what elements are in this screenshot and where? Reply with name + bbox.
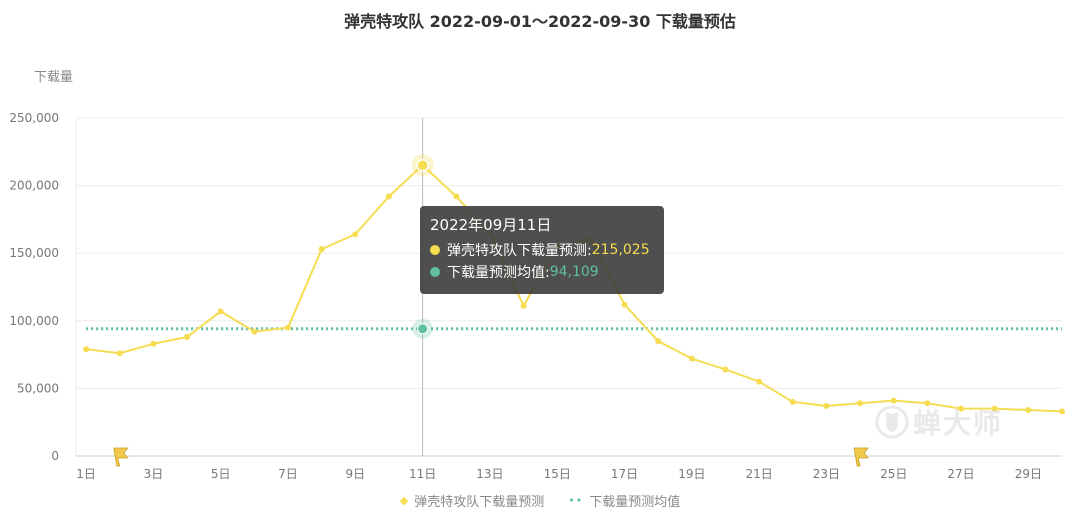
mean-highlight-point [417,323,429,335]
tooltip-mean-value: 94,109 [549,264,599,280]
x-tick-label: 29日 [1015,467,1042,481]
forecast-point [688,355,695,362]
watermark: 蝉大师 [875,402,1003,442]
tooltip-forecast-dot-icon [430,245,440,255]
x-tick-label: 9日 [345,467,365,481]
flag-shape [853,447,869,467]
chart-tooltip: 2022年09月11日 弹壳特攻队下载量预测: 215,025 下载量预测均值:… [420,206,664,294]
x-tick-label: 15日 [544,467,571,481]
x-tick-label: 11日 [409,467,436,481]
tooltip-mean-label: 下载量预测均值: [447,265,550,281]
forecast-point [285,324,292,331]
y-tick-label: 150,000 [9,246,59,260]
forecast-point [116,350,123,357]
legend-dotted-line-icon: •• [568,494,584,507]
tooltip-mean-dot-icon [430,267,440,277]
forecast-point [789,398,796,405]
x-tick-label: 13日 [476,467,503,481]
forecast-point [453,193,460,200]
forecast-point [756,378,763,385]
forecast-point [318,246,325,253]
cicada-logo-icon [875,405,909,439]
legend-item-mean[interactable]: •• 下载量预测均值 [568,491,680,510]
flag-marker-icon [113,447,129,467]
forecast-point [722,366,729,373]
y-tick-label: 200,000 [9,179,59,193]
x-tick-label: 19日 [678,467,705,481]
forecast-point [150,340,157,347]
forecast-point [520,302,527,309]
tooltip-forecast-label: 弹壳特攻队下载量预测: [447,243,592,259]
forecast-point [1025,407,1032,414]
tooltip-row-forecast: 弹壳特攻队下载量预测: 215,025 [430,239,654,261]
legend-diamond-icon: ◆ [399,494,409,507]
x-tick-label: 23日 [813,467,840,481]
y-axis-label: 下载量 [34,70,74,85]
y-tick-label: 0 [51,449,59,463]
x-tick-label: 27日 [947,467,974,481]
forecast-point [958,405,965,412]
y-tick-label: 250,000 [9,111,59,125]
tooltip-forecast-value: 215,025 [591,242,650,258]
forecast-point [890,397,897,404]
legend-mean-label: 下载量预测均值 [589,495,681,510]
x-tick-label: 21日 [745,467,772,481]
y-axis: 0 50,000 100,000 150,000 200,000 250,000 [9,111,59,463]
x-axis: 1日 3日 5日 7日 9日 11日 13日 15日 17日 19日 21日 23日 25日 27日 29日 [76,467,1042,481]
legend-item-forecast[interactable]: ◆ 弹壳特攻队下载量预测 [400,491,544,510]
mean-line-series [86,318,1062,339]
forecast-point [991,405,998,412]
forecast-point [655,338,662,345]
forecast-point [924,400,931,407]
forecast-point [621,301,628,308]
legend-forecast-label: 弹壳特攻队下载量预测 [414,495,545,510]
x-tick-label: 7日 [278,467,298,481]
event-markers [113,447,869,467]
forecast-point [184,334,191,341]
chart-legend: ◆ 弹壳特攻队下载量预测 •• 下载量预测均值 [0,491,1080,510]
forecast-point [352,231,359,238]
x-tick-label: 1日 [76,467,96,481]
forecast-point [83,346,90,353]
forecast-point [1059,408,1065,415]
flag-shape [113,447,129,467]
forecast-point [385,193,392,200]
watermark-text: 蝉大师 [913,407,1004,440]
forecast-point [251,328,258,335]
forecast-point [823,402,830,409]
flag-marker-icon [853,447,869,467]
forecast-point [857,400,864,407]
tooltip-date: 2022年09月11日 [430,216,552,234]
x-tick-label: 17日 [611,467,638,481]
grid-lines [75,117,1062,457]
tooltip-row-mean: 下载量预测均值: 94,109 [430,261,654,283]
forecast-highlight-point [416,159,429,172]
x-tick-label: 5日 [211,467,231,481]
x-tick-label: 3日 [144,467,164,481]
chart-title: 弹壳特攻队 2022-09-01～2022-09-30 下载量预估 [344,12,736,31]
forecast-point [217,308,224,315]
y-tick-label: 50,000 [17,381,59,395]
x-tick-label: 25日 [880,467,907,481]
y-tick-label: 100,000 [9,314,59,328]
